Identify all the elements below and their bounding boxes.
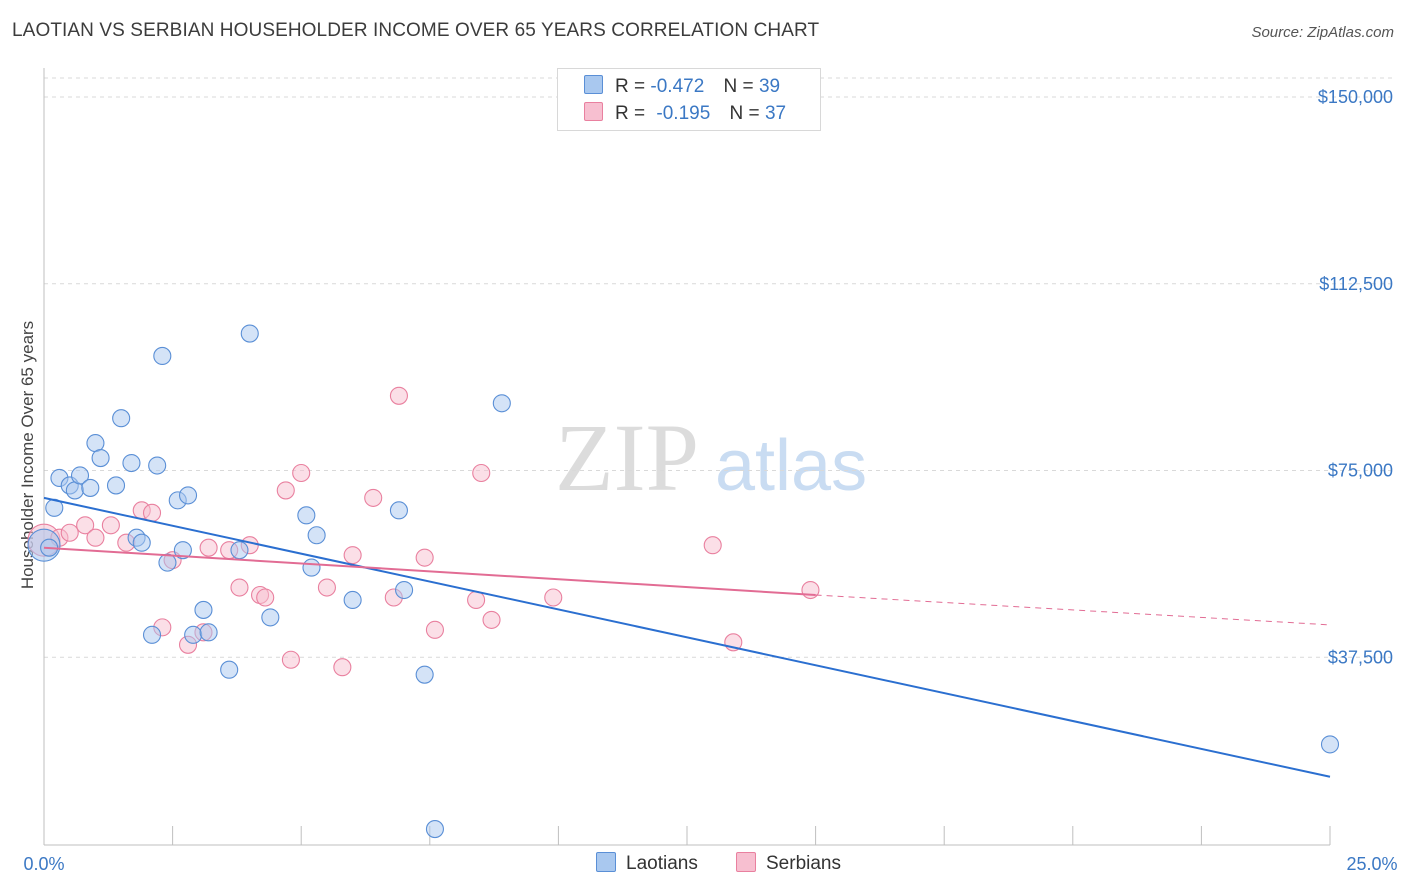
laotian-point	[395, 580, 414, 600]
legend-label-serbians: Serbians	[766, 853, 841, 874]
legend-item-laotians[interactable]: Laotians	[596, 852, 698, 875]
serbian-point	[389, 386, 408, 405]
x-tick-labels: 0.0% 25.0%	[23, 854, 1397, 874]
grid-lines	[44, 77, 1395, 658]
laotian-point	[148, 456, 167, 475]
laotian-point	[91, 448, 110, 468]
laotian-point	[343, 590, 362, 610]
legend-label-laotians: Laotians	[626, 853, 698, 874]
serbian-point	[333, 658, 352, 677]
laotian-point	[158, 553, 177, 572]
laotian-point	[153, 346, 172, 366]
serbian-point	[482, 610, 501, 629]
laotian-point	[106, 476, 126, 495]
laotian-point	[178, 486, 198, 505]
laotian-point	[173, 541, 192, 560]
x-tick-label: 25.0%	[1346, 854, 1397, 874]
serbians-trend-extension	[815, 594, 1331, 626]
laotian-point	[492, 394, 511, 413]
x-tick-label: 0.0%	[23, 854, 64, 874]
watermark-zip: ZIP	[555, 404, 699, 511]
source-label: Source: ZipAtlas.com	[1251, 24, 1394, 41]
serbian-point	[343, 546, 362, 565]
serbian-point	[76, 516, 95, 535]
legend-n-label: N =	[729, 103, 760, 124]
serbian-point	[801, 580, 820, 600]
laotian-point	[389, 501, 408, 520]
watermark: ZIP atlas	[555, 404, 867, 511]
laotian-point	[1320, 735, 1340, 754]
serbian-point	[86, 528, 105, 547]
laotians-trend-line	[43, 496, 1331, 778]
legend-swatch-serbians	[584, 102, 603, 121]
laotians-points	[27, 324, 1340, 839]
laotian-point	[307, 526, 326, 545]
laotian-point	[425, 820, 444, 839]
y-tick-label: $75,000	[1328, 461, 1393, 481]
serbian-point	[544, 588, 563, 607]
laotian-point	[112, 409, 131, 428]
legend-r-label: R =	[615, 76, 646, 97]
serbian-point	[425, 620, 444, 639]
legend-r-label: R =	[615, 103, 646, 124]
laotian-point	[230, 541, 249, 560]
y-tick-label: $150,000	[1318, 87, 1393, 107]
legend-swatch-serbians	[736, 852, 756, 872]
serbian-point	[199, 538, 218, 557]
serbian-point	[292, 463, 311, 483]
y-tick-label: $112,500	[1319, 274, 1393, 294]
serbian-point	[703, 536, 722, 555]
serbian-point	[142, 503, 162, 522]
laotian-point	[81, 478, 100, 497]
legend-n-value: 37	[764, 103, 787, 124]
laotian-point	[240, 324, 259, 343]
legend-swatch-laotians	[596, 852, 616, 872]
chart-title: LAOTIAN VS SERBIAN HOUSEHOLDER INCOME OV…	[12, 20, 820, 41]
serbian-point	[317, 578, 336, 597]
correlation-legend: R = -0.472 N = 39 R = -0.195 N = 37	[557, 68, 821, 131]
laotian-point	[184, 625, 203, 644]
laotian-point	[220, 660, 239, 679]
laotian-point	[142, 625, 162, 644]
laotian-point	[132, 533, 151, 552]
legend-n-value: 39	[758, 76, 781, 97]
laotian-point	[261, 608, 280, 627]
laotian-point	[194, 600, 213, 619]
watermark-atlas: atlas	[715, 426, 867, 506]
series-legend: Laotians Serbians	[0, 852, 1406, 878]
serbian-point	[281, 650, 300, 669]
laotian-point	[297, 506, 316, 525]
legend-r-value: -0.472	[650, 76, 705, 97]
serbian-point	[415, 548, 434, 567]
serbian-point	[276, 481, 295, 500]
trend-lines	[43, 496, 1331, 778]
serbian-point	[230, 578, 249, 597]
serbian-point	[60, 523, 79, 542]
serbians-trend-line	[43, 546, 816, 596]
axes	[43, 68, 1331, 846]
legend-r-value: -0.195	[656, 103, 711, 124]
laotian-point	[415, 665, 434, 684]
serbian-point	[467, 590, 486, 610]
legend-row-serbians: R = -0.195 N = 37	[584, 102, 786, 126]
serbian-point	[256, 588, 275, 607]
serbian-point	[472, 463, 491, 483]
legend-swatch-laotians	[584, 75, 603, 94]
legend-item-serbians[interactable]: Serbians	[736, 852, 841, 875]
serbian-point	[101, 516, 120, 535]
laotian-point	[122, 453, 141, 473]
legend-n-label: N =	[723, 76, 754, 97]
y-tick-label: $37,500	[1328, 647, 1393, 667]
laotian-point	[199, 623, 218, 642]
y-axis-title: Householder Income Over 65 years	[18, 321, 37, 589]
laotian-point	[70, 466, 90, 485]
laotian-point	[302, 558, 321, 577]
legend-row-laotians: R = -0.472 N = 39	[584, 75, 780, 99]
y-tick-labels: $37,500 $75,000 $112,500 $150,000	[1318, 87, 1393, 667]
serbian-point	[364, 488, 383, 507]
